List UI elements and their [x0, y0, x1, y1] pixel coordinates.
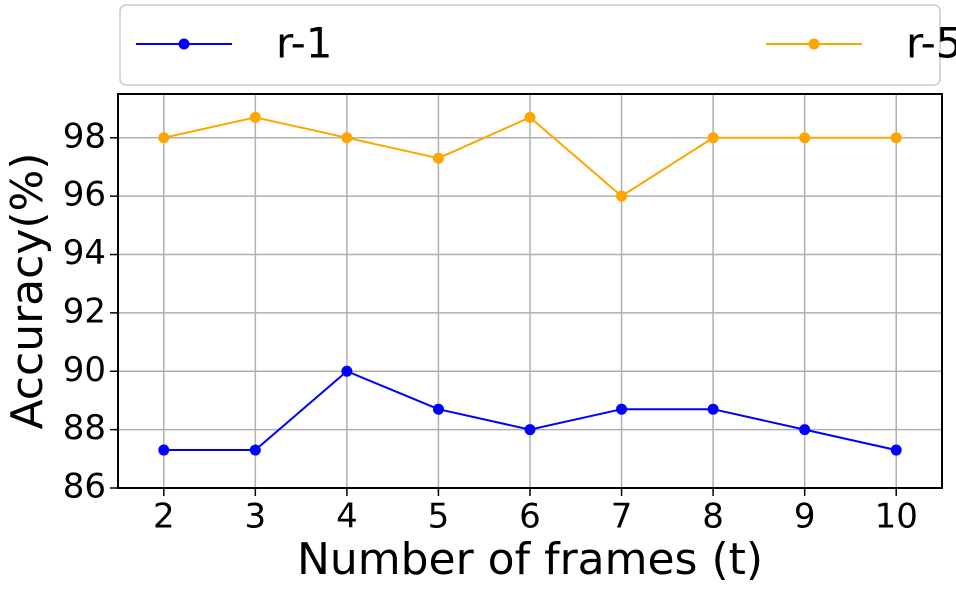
x-tick-label: 6 — [519, 497, 541, 537]
data-point — [341, 365, 353, 377]
x-axis-label: Number of frames (t) — [297, 534, 763, 585]
legend-box — [119, 4, 941, 86]
x-tick-label: 2 — [153, 497, 175, 537]
data-point — [432, 152, 444, 164]
data-point — [341, 132, 353, 144]
x-tick-label: 8 — [702, 497, 724, 537]
data-point — [249, 444, 261, 456]
y-tick-label: 90 — [63, 350, 106, 390]
y-axis-label: Accuracy(%) — [2, 152, 53, 429]
data-point — [616, 403, 628, 415]
data-point — [890, 132, 902, 144]
legend-label: r-1 — [276, 19, 332, 68]
y-tick-label: 88 — [63, 408, 106, 448]
y-tick-label: 92 — [63, 291, 106, 331]
y-tick-label: 98 — [63, 116, 106, 156]
plot-frame — [117, 93, 943, 489]
data-point — [799, 132, 811, 144]
data-point — [707, 132, 719, 144]
x-tick-label: 5 — [428, 497, 450, 537]
x-tick-label: 9 — [794, 497, 816, 537]
data-point — [158, 444, 170, 456]
x-tick-label: 3 — [245, 497, 267, 537]
legend-label: r-5 — [906, 19, 956, 68]
y-tick-label: 86 — [63, 467, 106, 507]
data-point — [432, 403, 444, 415]
x-tick-label: 10 — [875, 497, 918, 537]
data-point — [707, 403, 719, 415]
data-point — [249, 111, 261, 123]
data-point — [799, 424, 811, 436]
x-tick-label: 4 — [336, 497, 358, 537]
data-point — [616, 190, 628, 202]
data-point — [158, 132, 170, 144]
data-point — [524, 424, 536, 436]
y-tick-label: 96 — [63, 175, 106, 215]
legend-marker — [178, 38, 190, 50]
x-tick-label: 7 — [611, 497, 633, 537]
legend-marker — [808, 38, 820, 50]
data-point — [890, 444, 902, 456]
data-point — [524, 111, 536, 123]
y-tick-label: 94 — [63, 233, 106, 273]
